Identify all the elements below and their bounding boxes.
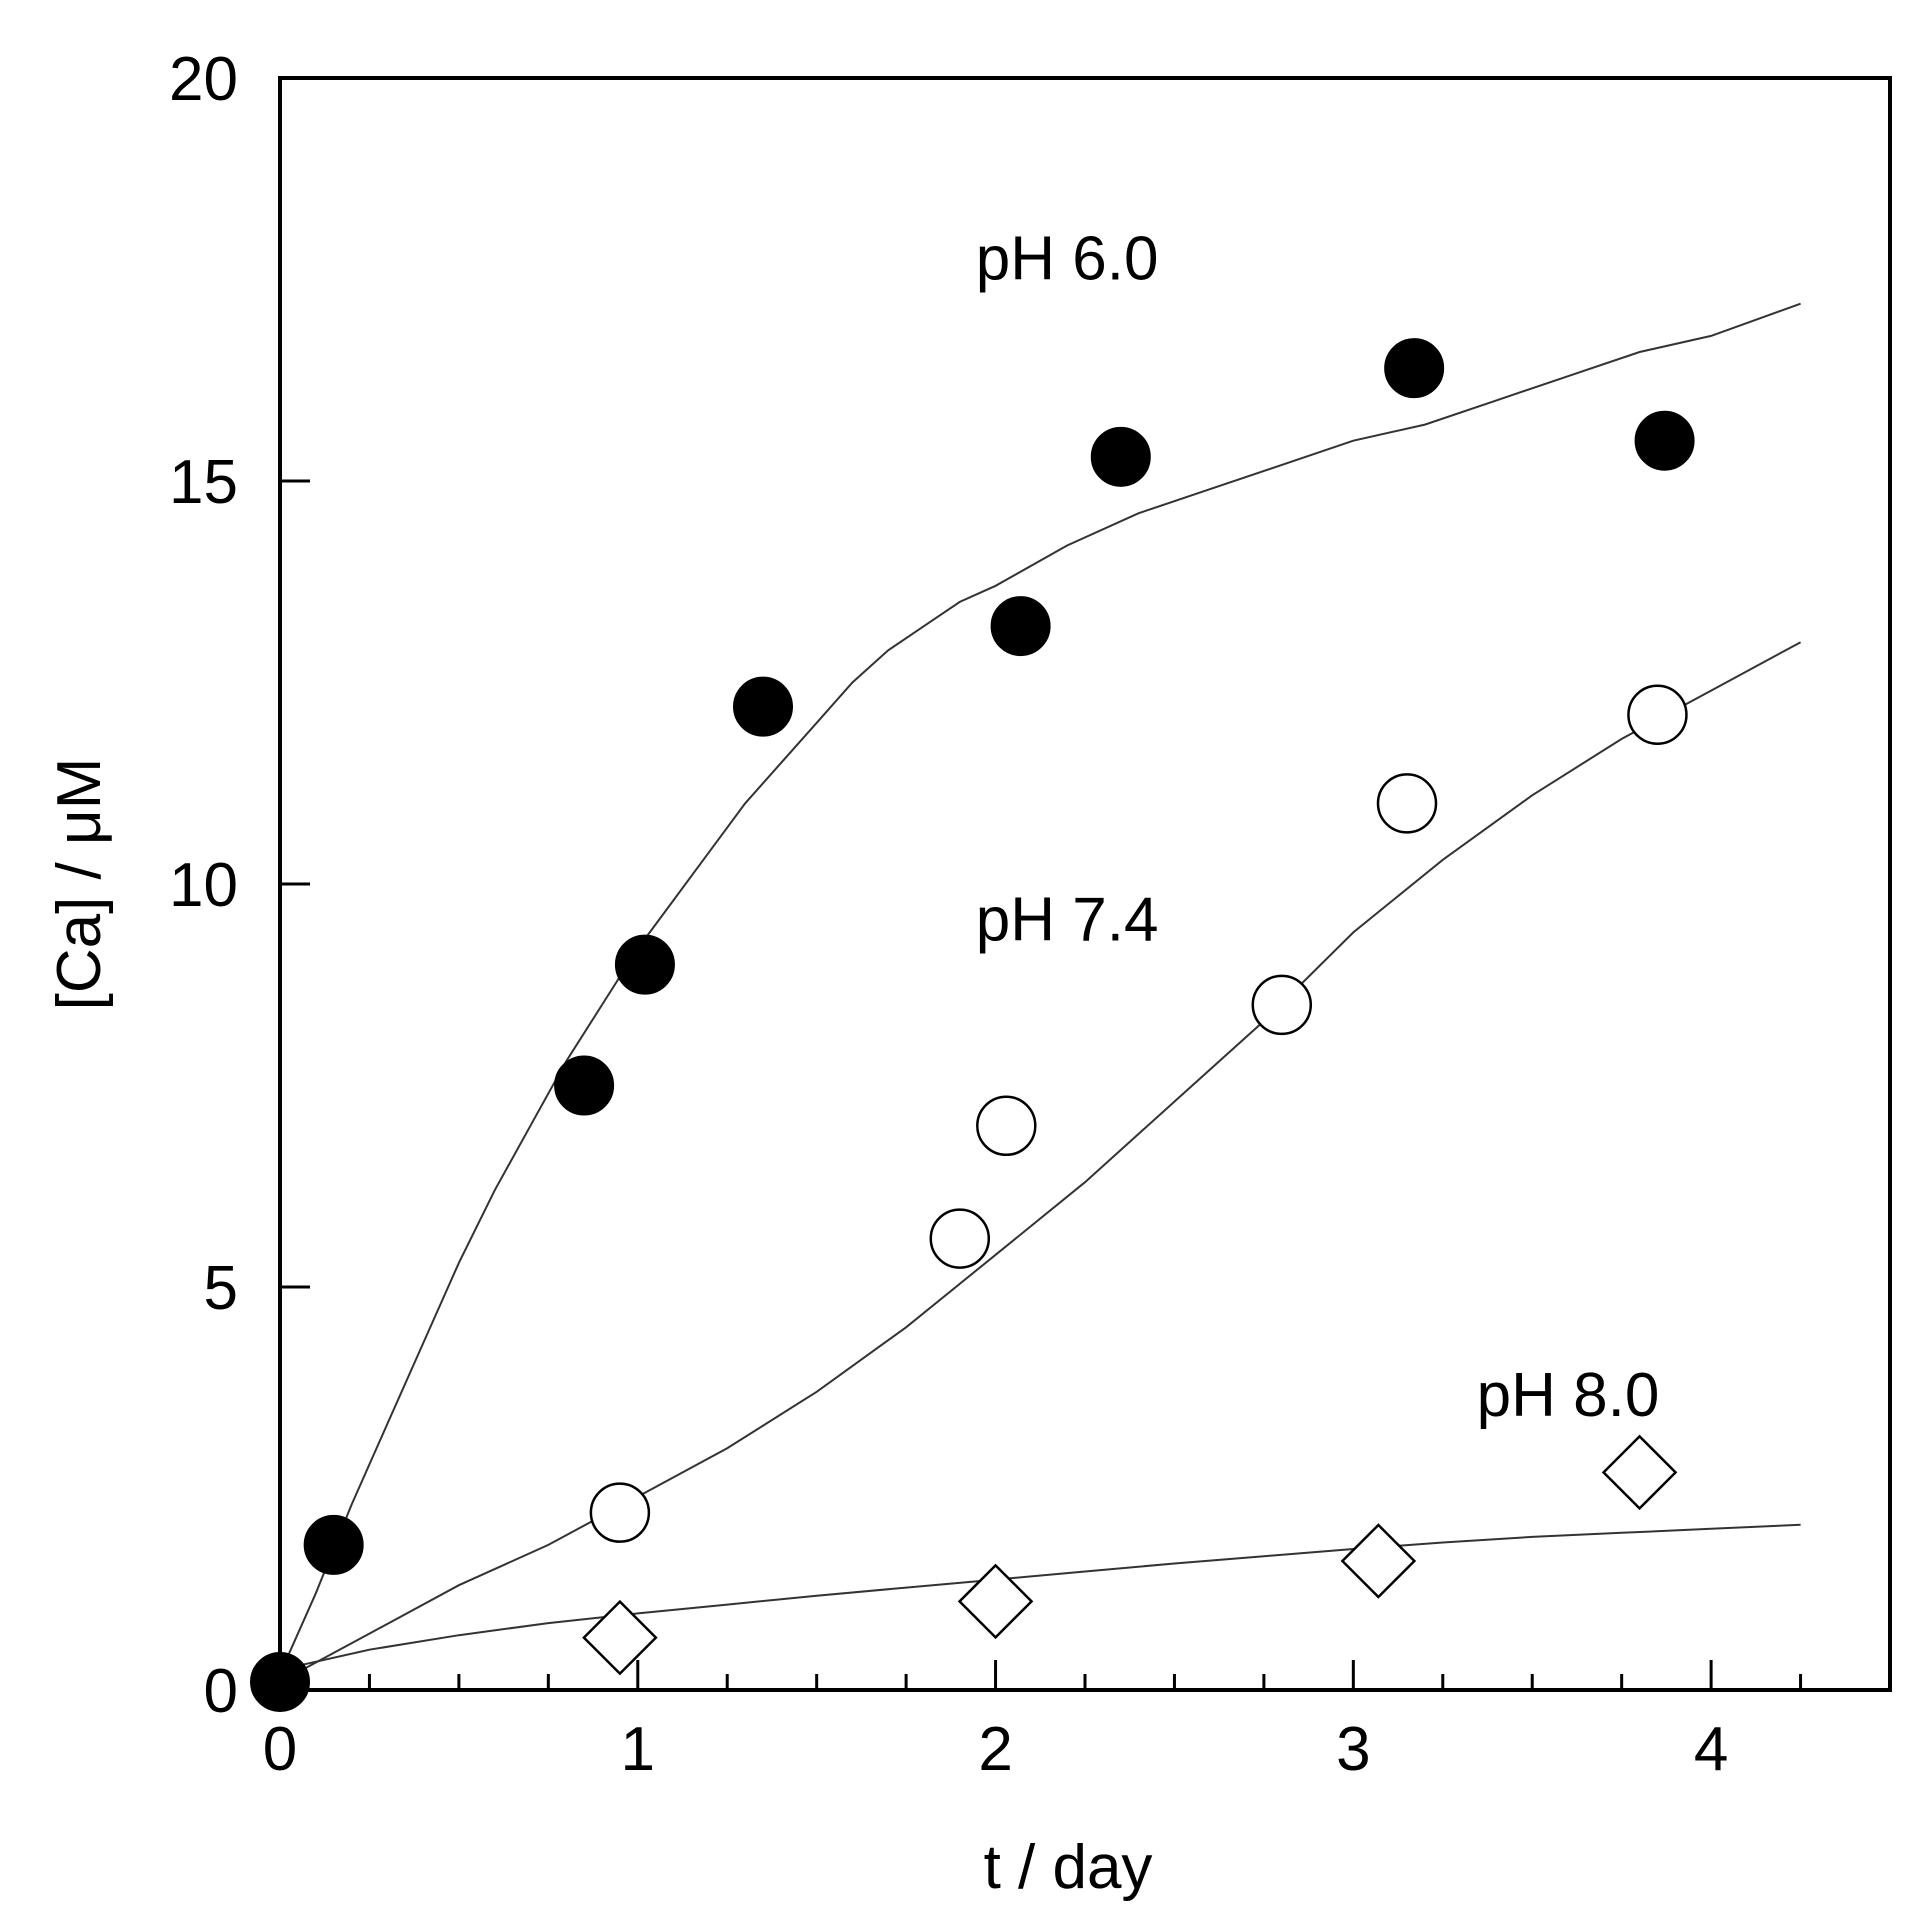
y-tick-label: 15	[169, 448, 238, 517]
fit-line-series-1	[279, 641, 1802, 1683]
data-point-ph74	[976, 1095, 1037, 1157]
data-point-ph6	[250, 1651, 310, 1712]
data-point-ph80	[582, 1599, 658, 1676]
series-labels: pH 6.0 pH 7.4 pH 8.0	[976, 225, 1660, 1430]
series-label-0: pH 6.0	[976, 225, 1159, 294]
x-ticks: 0 1 2 3 4	[263, 1660, 1892, 1784]
data-point-ph6	[1090, 426, 1151, 487]
data-point-ph6	[1634, 410, 1695, 471]
fit-lines	[279, 302, 1802, 1683]
y-tick-label: 5	[204, 1254, 238, 1323]
y-tick-label: 10	[169, 851, 238, 920]
data-point-ph6	[990, 596, 1051, 657]
y-ticks: 0 5 10 15 20	[169, 45, 310, 1726]
data-point-ph74	[929, 1208, 991, 1269]
data-point-ph80	[957, 1563, 1034, 1640]
series-label-2: pH 8.0	[1477, 1361, 1660, 1430]
x-tick-label: 1	[621, 1715, 655, 1784]
x-tick-label: 2	[978, 1715, 1012, 1784]
data-point-ph74	[589, 1482, 651, 1543]
data-point-ph6	[303, 1514, 364, 1575]
data-point-ph74	[1251, 974, 1313, 1036]
y-tick-label: 0	[204, 1657, 238, 1726]
data-point-ph6	[1384, 338, 1445, 399]
fit-line-series-0	[279, 302, 1801, 1675]
data-point-ph6	[554, 1055, 615, 1116]
data-point-ph6	[733, 676, 793, 737]
x-tick-label: 4	[1694, 1715, 1728, 1784]
x-tick-label: 0	[263, 1715, 297, 1784]
data-point-ph80	[1340, 1523, 1417, 1599]
data-point-ph6	[614, 934, 675, 995]
markers	[250, 338, 1695, 1712]
data-point-ph74	[1627, 684, 1688, 745]
series-label-1: pH 7.4	[976, 885, 1159, 954]
y-axis-title: [Ca] / μM	[45, 758, 114, 1011]
data-point-ph74	[1376, 773, 1438, 834]
data-point-ph80	[1601, 1434, 1678, 1511]
x-tick-label: 3	[1336, 1715, 1370, 1784]
x-axis-title: t / day	[984, 1833, 1153, 1902]
y-tick-label: 20	[169, 45, 238, 114]
fit-line-series-2	[279, 1523, 1801, 1671]
